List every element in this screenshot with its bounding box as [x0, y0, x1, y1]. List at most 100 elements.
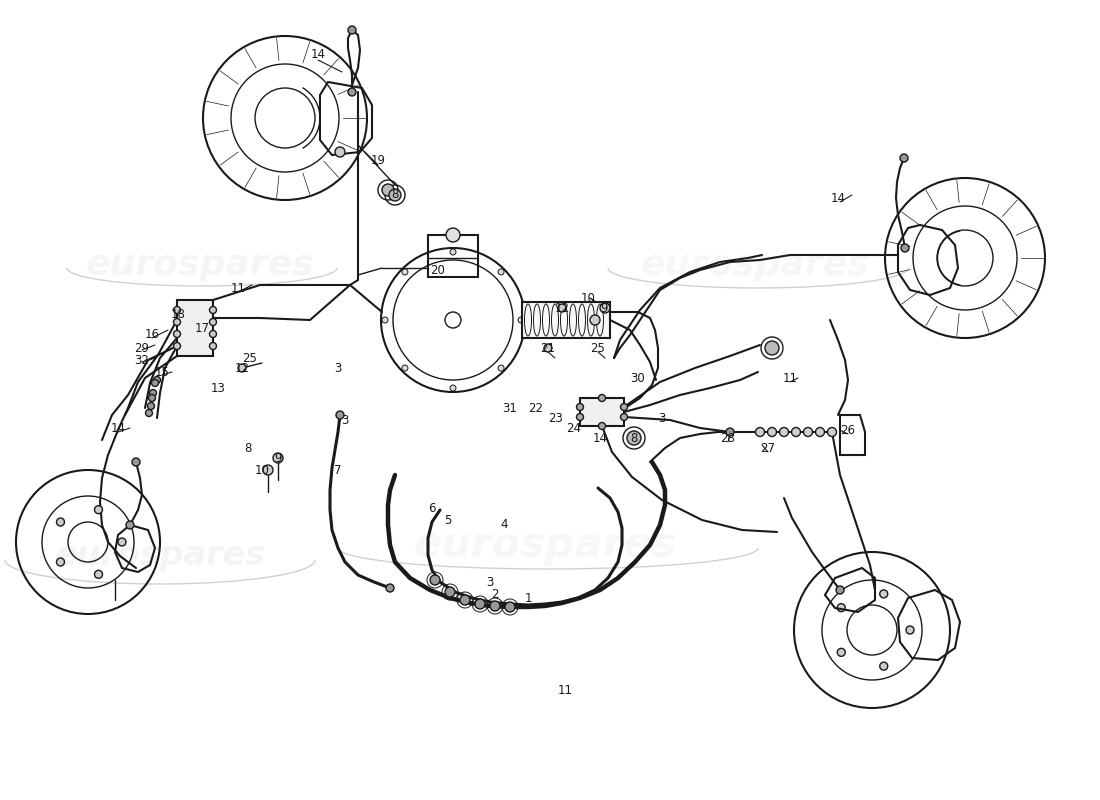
Text: 28: 28 [720, 431, 736, 445]
Circle shape [598, 394, 605, 402]
Circle shape [238, 364, 246, 372]
Circle shape [263, 465, 273, 475]
Circle shape [756, 427, 764, 437]
Text: 6: 6 [428, 502, 436, 514]
Text: 22: 22 [528, 402, 543, 414]
Circle shape [620, 403, 627, 410]
Circle shape [576, 403, 583, 410]
Text: 19: 19 [371, 154, 385, 166]
Text: 9: 9 [601, 302, 607, 314]
Circle shape [147, 402, 154, 410]
Circle shape [764, 341, 779, 355]
Circle shape [336, 147, 345, 157]
Text: 21: 21 [540, 342, 556, 354]
Circle shape [148, 394, 155, 402]
Circle shape [837, 648, 845, 656]
Polygon shape [580, 398, 624, 426]
Circle shape [174, 342, 180, 350]
Text: 18: 18 [170, 309, 186, 322]
Text: 5: 5 [444, 514, 452, 526]
Circle shape [446, 228, 460, 242]
Circle shape [837, 604, 845, 612]
Circle shape [382, 317, 388, 323]
Text: 3: 3 [658, 411, 666, 425]
Circle shape [389, 189, 402, 201]
Circle shape [386, 584, 394, 592]
Circle shape [95, 506, 102, 514]
Text: 14: 14 [830, 191, 846, 205]
Circle shape [558, 304, 566, 312]
Text: 14: 14 [110, 422, 125, 434]
Text: 31: 31 [503, 402, 517, 414]
Circle shape [620, 414, 627, 421]
Circle shape [880, 662, 888, 670]
Circle shape [627, 431, 641, 445]
Circle shape [132, 458, 140, 466]
Circle shape [336, 411, 344, 419]
Circle shape [490, 601, 500, 611]
Text: 25: 25 [243, 351, 257, 365]
Text: 20: 20 [430, 263, 446, 277]
Circle shape [126, 521, 134, 529]
Text: 1: 1 [525, 591, 531, 605]
Circle shape [544, 344, 552, 352]
Polygon shape [522, 302, 611, 338]
Text: 25: 25 [591, 342, 605, 354]
Circle shape [348, 88, 356, 96]
Circle shape [152, 379, 158, 386]
Text: 15: 15 [155, 366, 169, 378]
Text: eurospares: eurospares [86, 248, 315, 282]
Text: eurospares: eurospares [55, 538, 265, 571]
Text: 12: 12 [554, 302, 570, 314]
Circle shape [600, 303, 610, 313]
Text: 10: 10 [254, 463, 270, 477]
Text: 26: 26 [840, 423, 856, 437]
Text: 13: 13 [210, 382, 225, 394]
Text: 24: 24 [566, 422, 582, 434]
Circle shape [836, 586, 844, 594]
Polygon shape [177, 300, 213, 356]
Text: 29: 29 [134, 342, 150, 354]
Text: 16: 16 [144, 329, 159, 342]
Text: eurospares: eurospares [640, 248, 869, 282]
Text: 3: 3 [486, 575, 494, 589]
Text: 7: 7 [334, 463, 342, 477]
Circle shape [273, 453, 283, 463]
Circle shape [726, 428, 734, 436]
Circle shape [803, 427, 813, 437]
Circle shape [209, 306, 217, 314]
Circle shape [446, 587, 455, 597]
Circle shape [598, 422, 605, 430]
Circle shape [460, 595, 470, 605]
Circle shape [56, 558, 65, 566]
Circle shape [815, 427, 825, 437]
Circle shape [118, 538, 127, 546]
Text: 27: 27 [760, 442, 775, 454]
Circle shape [145, 410, 153, 417]
Text: 3: 3 [341, 414, 349, 426]
Circle shape [450, 249, 456, 255]
Circle shape [430, 575, 440, 585]
Circle shape [150, 390, 156, 397]
Text: 4: 4 [500, 518, 508, 531]
Text: eurospares: eurospares [414, 524, 676, 566]
Text: 12: 12 [234, 362, 250, 374]
Text: 10: 10 [581, 291, 595, 305]
Circle shape [827, 427, 836, 437]
Circle shape [475, 599, 485, 609]
Circle shape [590, 315, 600, 325]
Text: 32: 32 [134, 354, 150, 366]
Circle shape [56, 518, 65, 526]
Circle shape [348, 26, 356, 34]
Circle shape [768, 427, 777, 437]
Circle shape [174, 318, 180, 326]
Circle shape [518, 317, 524, 323]
Circle shape [880, 590, 888, 598]
Circle shape [209, 330, 217, 338]
Text: 23: 23 [549, 411, 563, 425]
Circle shape [209, 342, 217, 350]
Circle shape [209, 318, 217, 326]
Text: 17: 17 [195, 322, 209, 334]
Circle shape [498, 269, 504, 275]
Circle shape [402, 269, 408, 275]
